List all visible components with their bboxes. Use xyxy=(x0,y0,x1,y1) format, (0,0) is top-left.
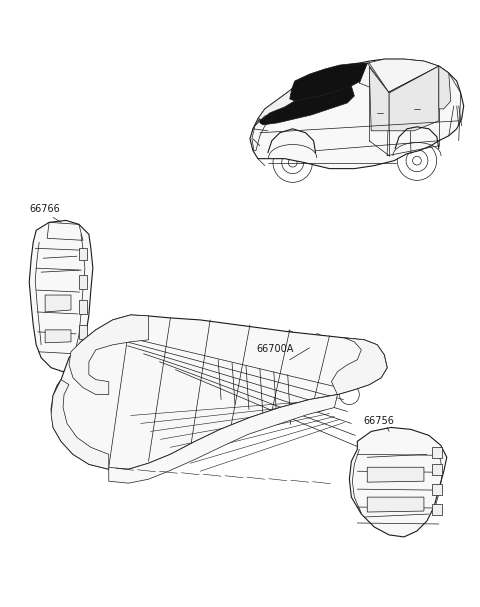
Polygon shape xyxy=(69,315,148,395)
Polygon shape xyxy=(432,484,442,495)
Text: 66756: 66756 xyxy=(363,416,394,427)
Polygon shape xyxy=(250,59,464,169)
Polygon shape xyxy=(367,467,424,482)
Polygon shape xyxy=(51,315,387,469)
Polygon shape xyxy=(332,338,387,395)
Polygon shape xyxy=(439,66,451,109)
Polygon shape xyxy=(79,348,87,360)
Polygon shape xyxy=(260,86,354,125)
Polygon shape xyxy=(432,447,442,458)
Polygon shape xyxy=(389,66,439,131)
Polygon shape xyxy=(432,464,442,475)
Polygon shape xyxy=(51,379,109,469)
Polygon shape xyxy=(29,220,93,371)
Text: 66766: 66766 xyxy=(29,205,60,214)
Polygon shape xyxy=(79,248,87,260)
Polygon shape xyxy=(258,71,344,123)
Polygon shape xyxy=(349,427,447,537)
Polygon shape xyxy=(109,395,337,483)
Text: 66700A: 66700A xyxy=(256,344,293,354)
Polygon shape xyxy=(45,295,71,312)
Polygon shape xyxy=(360,59,449,93)
Polygon shape xyxy=(79,275,87,289)
Polygon shape xyxy=(79,325,87,339)
Polygon shape xyxy=(290,63,367,101)
Polygon shape xyxy=(432,504,442,515)
Polygon shape xyxy=(367,497,424,512)
Polygon shape xyxy=(45,330,71,343)
Polygon shape xyxy=(369,67,389,131)
Polygon shape xyxy=(79,300,87,314)
